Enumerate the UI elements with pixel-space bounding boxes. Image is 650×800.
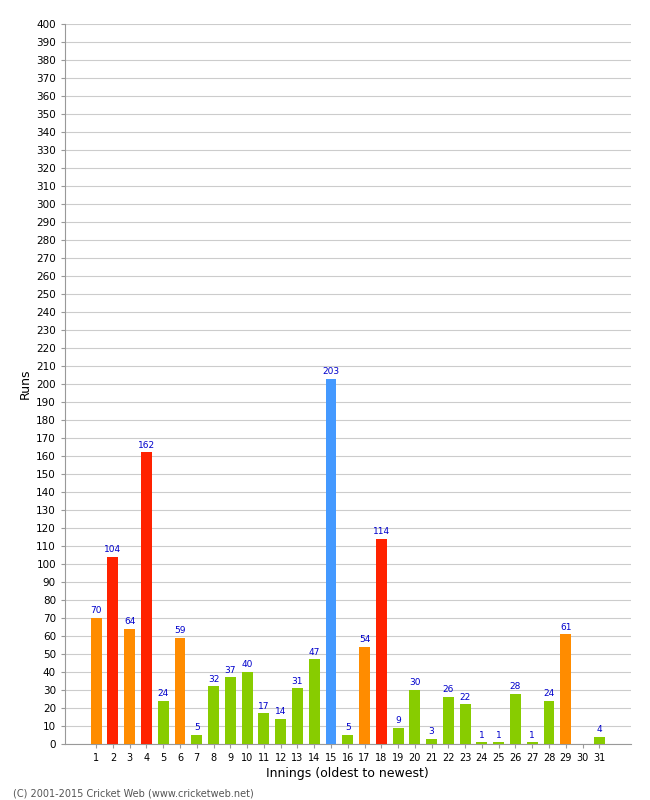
- Bar: [594, 737, 604, 744]
- Bar: [309, 659, 320, 744]
- Text: 64: 64: [124, 617, 135, 626]
- Text: 3: 3: [429, 727, 434, 736]
- Bar: [242, 672, 253, 744]
- Bar: [426, 738, 437, 744]
- Bar: [493, 742, 504, 744]
- Text: 14: 14: [275, 707, 287, 716]
- Text: 40: 40: [241, 660, 253, 670]
- Bar: [107, 557, 118, 744]
- Bar: [275, 718, 286, 744]
- Bar: [526, 742, 538, 744]
- Bar: [460, 704, 471, 744]
- Text: 31: 31: [292, 677, 303, 686]
- Bar: [393, 728, 404, 744]
- Text: 1: 1: [529, 730, 535, 739]
- Bar: [326, 378, 337, 744]
- Text: 24: 24: [543, 689, 554, 698]
- Text: 5: 5: [345, 723, 350, 732]
- Bar: [259, 714, 269, 744]
- Bar: [208, 686, 219, 744]
- Bar: [292, 688, 303, 744]
- Text: (C) 2001-2015 Cricket Web (www.cricketweb.net): (C) 2001-2015 Cricket Web (www.cricketwe…: [13, 788, 254, 798]
- Text: 114: 114: [372, 527, 390, 536]
- Bar: [141, 452, 152, 744]
- Text: 9: 9: [395, 716, 401, 725]
- Bar: [510, 694, 521, 744]
- Text: 5: 5: [194, 723, 200, 732]
- Bar: [191, 735, 202, 744]
- Text: 24: 24: [157, 689, 169, 698]
- Text: 162: 162: [138, 441, 155, 450]
- Text: 32: 32: [208, 674, 219, 684]
- Bar: [410, 690, 421, 744]
- Text: 22: 22: [460, 693, 471, 702]
- Bar: [225, 678, 236, 744]
- Bar: [476, 742, 488, 744]
- Text: 47: 47: [309, 648, 320, 657]
- Text: 1: 1: [496, 730, 502, 739]
- Bar: [91, 618, 101, 744]
- Bar: [359, 646, 370, 744]
- Bar: [376, 539, 387, 744]
- Text: 59: 59: [174, 626, 186, 635]
- Text: 26: 26: [443, 686, 454, 694]
- Bar: [158, 701, 169, 744]
- Bar: [560, 634, 571, 744]
- X-axis label: Innings (oldest to newest): Innings (oldest to newest): [266, 767, 429, 780]
- Y-axis label: Runs: Runs: [19, 369, 32, 399]
- Text: 104: 104: [105, 545, 122, 554]
- Text: 1: 1: [479, 730, 485, 739]
- Bar: [124, 629, 135, 744]
- Text: 17: 17: [258, 702, 270, 710]
- Text: 37: 37: [225, 666, 236, 674]
- Bar: [343, 735, 353, 744]
- Text: 203: 203: [322, 367, 339, 376]
- Text: 30: 30: [409, 678, 421, 687]
- Text: 4: 4: [597, 725, 602, 734]
- Bar: [543, 701, 554, 744]
- Text: 28: 28: [510, 682, 521, 691]
- Text: 61: 61: [560, 622, 571, 631]
- Bar: [443, 697, 454, 744]
- Text: 54: 54: [359, 635, 370, 644]
- Text: 70: 70: [90, 606, 102, 615]
- Bar: [175, 638, 185, 744]
